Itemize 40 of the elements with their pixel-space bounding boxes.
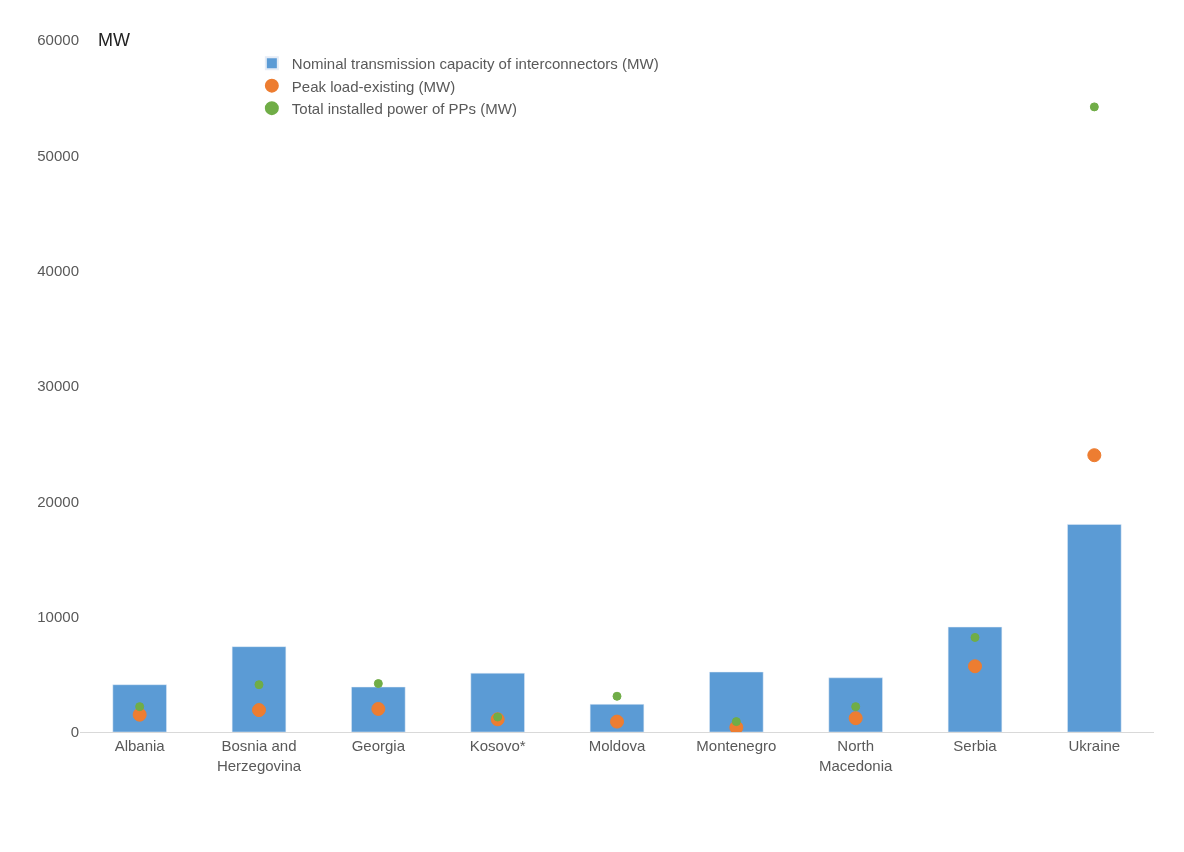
point bbox=[851, 702, 861, 712]
point bbox=[612, 691, 622, 701]
y-tick-label: 60000 bbox=[37, 31, 79, 49]
point bbox=[970, 632, 980, 642]
bar bbox=[112, 684, 167, 732]
point bbox=[848, 711, 863, 726]
point bbox=[1089, 102, 1099, 112]
legend-label: Nominal transmission capacity of interconnectors (MW) bbox=[291, 55, 659, 73]
x-tick-label: Serbia bbox=[953, 737, 998, 754]
x-tick-label: Bosnia and Herzegovina bbox=[216, 737, 302, 774]
y-tick-label: 10000 bbox=[37, 607, 79, 625]
point bbox=[254, 680, 264, 690]
legend-label: Total installed power of PPs (MW) bbox=[291, 100, 517, 118]
bar bbox=[947, 626, 1003, 732]
legend-label: Peak load-existing (MW) bbox=[291, 77, 456, 95]
bar bbox=[1067, 524, 1122, 732]
point bbox=[968, 659, 982, 674]
x-tick-label: North Macedonia bbox=[818, 737, 894, 774]
point bbox=[252, 703, 266, 718]
y-axis-title: MW bbox=[98, 30, 130, 50]
point bbox=[731, 717, 741, 727]
x-tick-label: Montenegro bbox=[696, 737, 777, 754]
bar bbox=[231, 646, 287, 732]
bar bbox=[709, 671, 764, 732]
point bbox=[373, 679, 383, 689]
bar bbox=[351, 686, 406, 732]
point bbox=[135, 702, 145, 712]
x-tick-label: Georgia bbox=[351, 737, 406, 754]
x-tick-label: Ukraine bbox=[1068, 737, 1121, 754]
bar bbox=[470, 672, 525, 732]
x-tick-label: Albania bbox=[114, 737, 166, 754]
x-tick-label: Kosovo* bbox=[469, 737, 526, 754]
point bbox=[1087, 448, 1102, 463]
y-tick-label: 50000 bbox=[37, 146, 79, 164]
y-tick-label: 0 bbox=[70, 723, 79, 741]
y-tick-label: 40000 bbox=[37, 261, 79, 279]
bar bbox=[828, 677, 883, 732]
y-tick-label: 30000 bbox=[37, 377, 79, 395]
y-tick-label: 20000 bbox=[37, 492, 79, 510]
x-tick-label: Moldova bbox=[588, 737, 646, 754]
